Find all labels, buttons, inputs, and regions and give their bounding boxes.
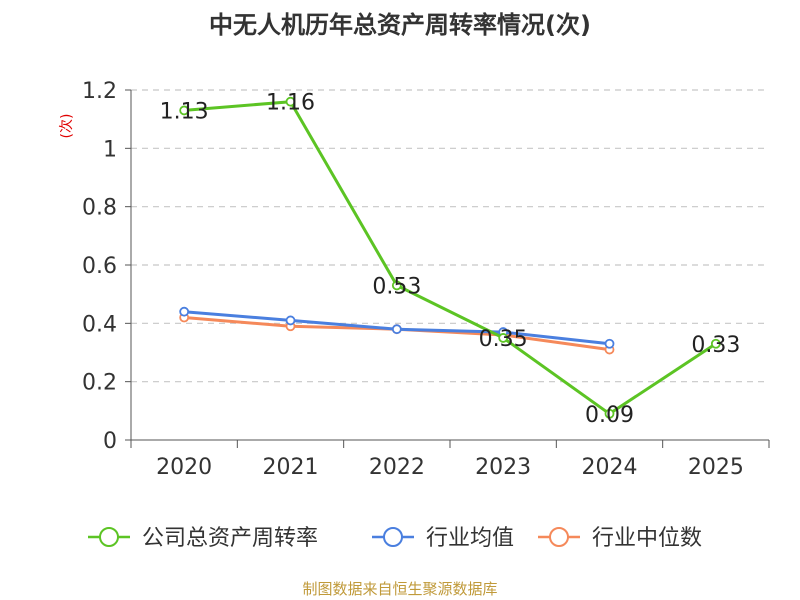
axes: 0 0.2 0.4 0.6 0.8 1 1.2 2020 2021 2022 2023 2024 202… xyxy=(82,79,770,480)
series-point[interactable] xyxy=(285,315,296,326)
y-tick-label: 1.2 xyxy=(82,79,117,104)
legend-item-0[interactable]: 公司总资产周转率 xyxy=(88,526,318,551)
data-labels: 1.13 1.16 0.53 0.35 0.09 0.33 xyxy=(160,91,741,428)
legend-item-2[interactable]: 行业中位数 xyxy=(538,526,702,551)
data-label: 0.33 xyxy=(691,333,740,358)
x-tick-label: 2024 xyxy=(582,455,638,480)
data-label: 0.35 xyxy=(479,327,528,352)
x-tick-label: 2020 xyxy=(156,455,212,480)
series-point[interactable] xyxy=(285,96,296,107)
series-point[interactable] xyxy=(391,324,402,335)
legend-swatch-marker xyxy=(383,527,403,547)
legend-label: 行业中位数 xyxy=(592,526,702,551)
data-label: 0.09 xyxy=(585,403,634,428)
legend-item-1[interactable]: 行业均值 xyxy=(372,526,514,551)
legend-swatch-marker xyxy=(99,527,119,547)
data-label: 0.53 xyxy=(372,274,421,299)
chart-title: 中无人机历年总资产周转率情况(次) xyxy=(209,11,591,39)
series-point[interactable] xyxy=(498,333,509,343)
y-tick-label: 0.8 xyxy=(82,196,117,221)
source-note: 制图数据来自恒生聚源数据库 xyxy=(302,580,497,598)
x-tick-label: 2025 xyxy=(688,455,744,480)
series-point[interactable] xyxy=(604,338,615,349)
x-tick-label: 2023 xyxy=(475,455,531,480)
series-point[interactable] xyxy=(710,338,721,349)
y-tick-label: 0 xyxy=(103,429,117,454)
series-point[interactable] xyxy=(179,105,190,116)
y-tick-label: 0.4 xyxy=(82,312,117,337)
data-label: 1.13 xyxy=(160,99,209,124)
y-tick-label: 0.2 xyxy=(82,371,117,396)
legend-label: 行业均值 xyxy=(426,526,514,551)
series-point[interactable] xyxy=(179,306,190,317)
x-tick-label: 2021 xyxy=(263,455,319,480)
grid xyxy=(131,89,769,383)
data-label: 1.16 xyxy=(266,91,315,116)
series-group xyxy=(179,96,721,419)
legend-swatch-marker xyxy=(549,527,569,547)
legend-label: 公司总资产周转率 xyxy=(142,526,318,551)
y-axis-label: (次) xyxy=(59,114,75,139)
y-tick-label: 1 xyxy=(103,137,117,162)
x-tick-label: 2022 xyxy=(369,455,425,480)
series-point[interactable] xyxy=(604,408,615,419)
series-line-0 xyxy=(184,100,717,416)
series-point[interactable] xyxy=(391,280,402,291)
legend[interactable]: 公司总资产周转率 行业均值 行业中位数 xyxy=(88,526,702,551)
y-tick-label: 0.6 xyxy=(82,254,117,279)
